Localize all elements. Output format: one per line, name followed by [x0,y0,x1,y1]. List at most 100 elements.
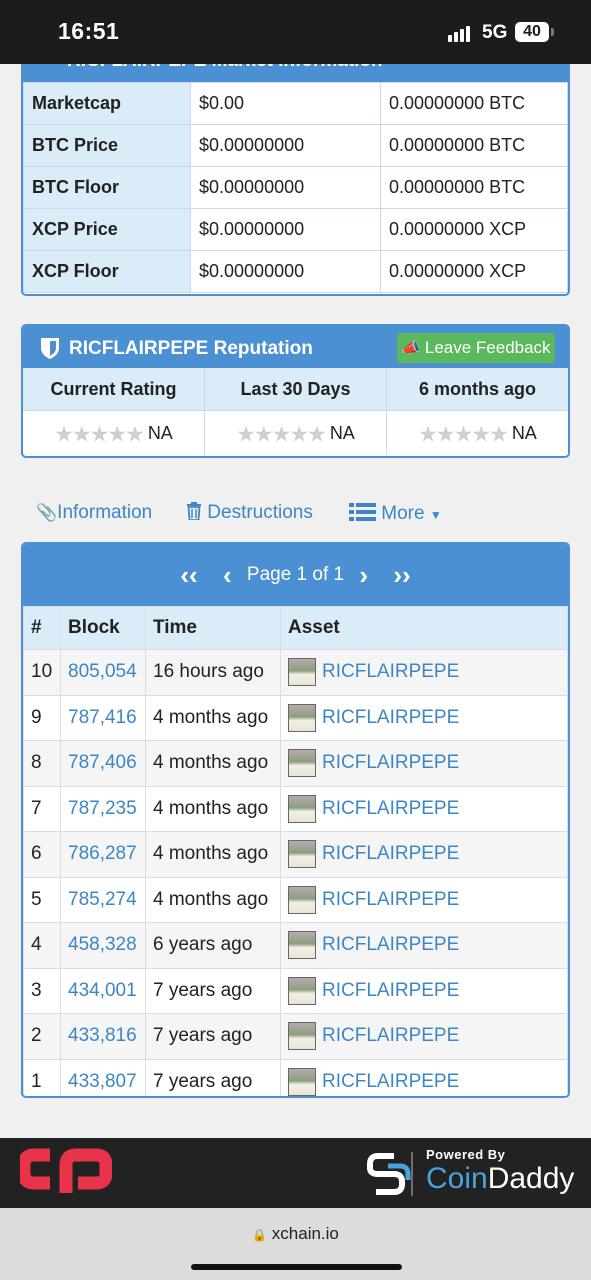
coindaddy-logo-icon [367,1152,413,1196]
asset-thumbnail-icon[interactable] [288,703,316,732]
signal-icon [448,24,472,42]
market-label: Marketcap [23,82,191,125]
reputation-panel: RICFLAIRPEPE Reputation 📣 Leave Feedback… [21,324,570,458]
asset-link[interactable]: RICFLAIRPEPE [322,1025,460,1047]
asset-thumbnail-icon[interactable] [288,1022,316,1051]
table-row: 7 787,235 4 months ago RICFLAIRPEPE [23,785,568,832]
url-field[interactable]: 🔒 xchain.io [0,1224,591,1244]
reputation-column-header: Last 30 Days [205,368,386,411]
reputation-column: Current Rating ★★★★★ NA [23,368,205,455]
tab-more[interactable]: More ▼ [349,502,442,525]
coindaddy-daddy: Daddy [487,1162,575,1195]
row-time: 4 months ago [145,740,281,787]
asset-link[interactable]: RICFLAIRPEPE [322,888,460,910]
market-label: XCP Floor [23,250,191,293]
block-link[interactable]: 805,054 [68,661,137,683]
leave-feedback-button[interactable]: 📣 Leave Feedback [397,333,555,363]
star-rating-icon: ★★★★★ [236,421,327,447]
next-page-button[interactable]: › [359,560,369,590]
market-native-value: 0.00000000 XCP [380,208,568,251]
asset-link[interactable]: RICFLAIRPEPE [322,843,460,865]
asset-thumbnail-icon[interactable] [288,885,316,914]
row-number: 1 [23,1058,61,1096]
row-number: 4 [23,922,61,969]
row-time: 4 months ago [145,876,281,923]
reputation-value: NA [147,423,173,443]
asset-thumbnail-icon[interactable] [288,976,316,1005]
market-native-value: 0.00000000 BTC [380,166,568,209]
last-page-button[interactable]: ›› [393,560,411,590]
paperclip-icon: 📎 [36,503,58,522]
list-icon [349,503,376,521]
status-time: 16:51 [58,18,120,44]
asset-thumbnail-icon[interactable] [288,749,316,778]
powered-by-text: Powered By [426,1147,506,1162]
asset-thumbnail-icon[interactable] [288,1067,316,1096]
row-time: 16 hours ago [145,649,281,696]
block-link[interactable]: 785,274 [68,888,137,910]
block-link[interactable]: 433,807 [68,1070,137,1092]
market-label: BTC Price [23,124,191,167]
asset-link[interactable]: RICFLAIRPEPE [322,979,460,1001]
block-link[interactable]: 787,235 [68,797,137,819]
row-number: 7 [23,785,61,832]
tab-information[interactable]: 📎Information [36,502,152,524]
table-row: 4 458,328 6 years ago RICFLAIRPEPE [23,922,568,969]
row-number: 6 [23,831,61,878]
row-time: 4 months ago [145,694,281,741]
reputation-value: NA [329,423,355,443]
block-link[interactable]: 458,328 [68,934,137,956]
market-usd-value: $0.00000000 [190,124,381,167]
market-usd-value: $0.00000000 [190,208,381,251]
asset-link[interactable]: RICFLAIRPEPE [322,752,460,774]
asset-link[interactable]: RICFLAIRPEPE [322,934,460,956]
asset-link[interactable]: RICFLAIRPEPE [322,797,460,819]
row-time: 7 years ago [145,1058,281,1096]
status-bar: 16:51 5G 40 [0,0,591,64]
block-link[interactable]: 787,416 [68,706,137,728]
asset-link[interactable]: RICFLAIRPEPE [322,661,460,683]
market-row: BTC Floor $0.00000000 0.00000000 BTC [23,166,568,209]
row-number: 3 [23,967,61,1014]
asset-thumbnail-icon[interactable] [288,840,316,869]
reputation-column-value-row: ★★★★★ NA [205,411,386,455]
counterparty-logo [20,1148,112,1193]
tab-destructions[interactable]: Destructions [186,502,313,524]
table-row: 1 433,807 7 years ago RICFLAIRPEPE [23,1058,568,1096]
asset-thumbnail-icon[interactable] [288,658,316,687]
battery-tip [551,28,554,36]
row-number: 8 [23,740,61,787]
table-row: 10 805,054 16 hours ago RICFLAIRPEPE [23,649,568,696]
reputation-column-value-row: ★★★★★ NA [23,411,204,455]
first-page-button[interactable]: ‹‹ [180,560,198,590]
row-time: 4 months ago [145,785,281,832]
history-panel: ‹‹ ‹ Page 1 of 1 › ›› # Block Time Asset 10… [21,542,570,1098]
market-row: BTC Price $0.00000000 0.00000000 BTC [23,124,568,167]
table-row: 3 434,001 7 years ago RICFLAIRPEPE [23,967,568,1014]
market-usd-value: $0.00000000 [190,250,381,293]
block-link[interactable]: 433,816 [68,1025,137,1047]
table-row: 5 785,274 4 months ago RICFLAIRPEPE [23,876,568,923]
market-usd-value: $0.00 [190,82,381,125]
market-usd-value: $0.00000000 [190,166,381,209]
row-number: 2 [23,1013,61,1060]
block-link[interactable]: 787,406 [68,752,137,774]
asset-thumbnail-icon[interactable] [288,931,316,960]
tab-information-label: Information [57,502,153,523]
asset-thumbnail-icon[interactable] [288,794,316,823]
reputation-header: RICFLAIRPEPE Reputation 📣 Leave Feedback [23,326,568,368]
browser-url-bar: 🔒 xchain.io [0,1208,591,1280]
history-table: # Block Time Asset 10 805,054 16 hours ago RIC… [23,606,568,1096]
prev-page-button[interactable]: ‹ [222,560,232,590]
star-rating-icon: ★★★★★ [418,421,509,447]
block-link[interactable]: 786,287 [68,843,137,865]
table-row: 8 787,406 4 months ago RICFLAIRPEPE [23,740,568,787]
row-time: 7 years ago [145,967,281,1014]
row-number: 9 [23,694,61,741]
asset-link[interactable]: RICFLAIRPEPE [322,1070,460,1092]
reputation-column-value-row: ★★★★★ NA [387,411,568,455]
block-link[interactable]: 434,001 [68,979,137,1001]
asset-link[interactable]: RICFLAIRPEPE [322,706,460,728]
row-time: 4 months ago [145,831,281,878]
pager: ‹‹ ‹ Page 1 of 1 › ›› [23,544,568,606]
